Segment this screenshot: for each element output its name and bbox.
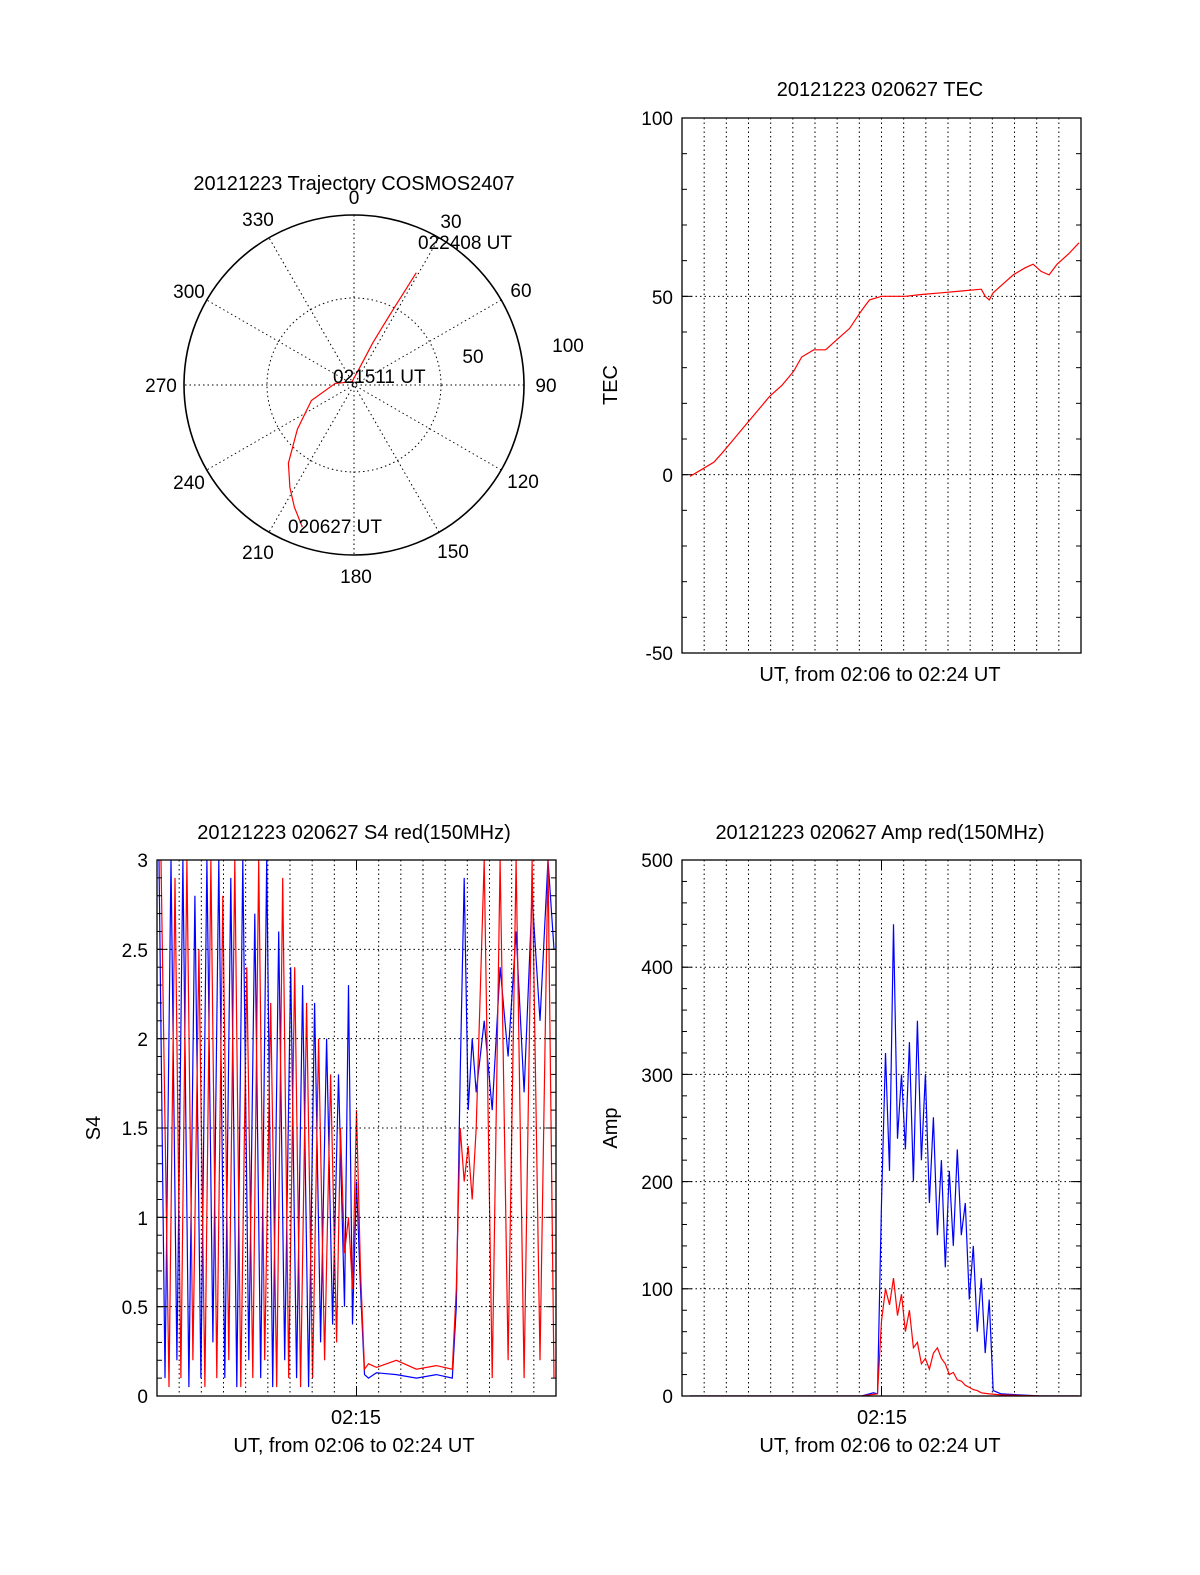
amp-ytick-label: 0 [662,1387,673,1408]
s4-panel: 20121223 020627 S4 red(150MHz) 0 0.5 1 1… [83,822,557,1457]
s4-series-blue [158,860,555,1388]
s4-y-axis-label: S4 [83,1116,105,1140]
polar-angle-label-270: 270 [145,376,177,397]
polar-angle-label-240: 240 [173,473,205,494]
tec-x-axis-label: UT, from 02:06 to 02:24 UT [759,664,1000,686]
s4-series-layer [158,860,555,1388]
amp-plot-frame [681,859,1082,1397]
s4-title: 20121223 020627 S4 red(150MHz) [197,822,511,844]
tec-ytick-label: -50 [646,644,673,665]
s4-ytick-label: 3 [137,851,148,872]
polar-angle-label-60: 60 [510,281,531,302]
polar-angle-label-150: 150 [437,542,469,563]
polar-trajectory-line [287,272,417,528]
tec-plot-frame [681,117,1082,654]
polar-title: 20121223 Trajectory COSMOS2407 [193,173,514,195]
polar-radial-label-50: 50 [462,347,483,368]
tec-y-axis-label: TEC [600,365,622,405]
s4-tick-marks [157,859,556,1397]
amp-grid [682,860,1081,1396]
amp-series-blue [690,924,1079,1396]
amp-ytick-label: 200 [641,1173,673,1194]
amp-ytick-label: 300 [641,1066,673,1087]
amp-ytick-label: 100 [641,1280,673,1301]
amp-xtick-label: 02:15 [857,1407,907,1429]
polar-outer-circle [183,214,525,556]
s4-xtick-label: 02:15 [331,1407,381,1429]
amp-series-red [690,1278,1079,1396]
amp-title: 20121223 020627 Amp red(150MHz) [715,822,1044,844]
polar-angle-label-300: 300 [173,282,205,303]
polar-panel: 20121223 Trajectory COSMOS2407 0 30 60 9… [145,173,584,588]
s4-grid [157,860,556,1396]
polar-angle-label-30: 30 [440,212,461,233]
trajectory-mid-label: 021511 UT [333,367,426,388]
s4-ytick-label: 0.5 [122,1298,148,1319]
amp-x-axis-label: UT, from 02:06 to 02:24 UT [759,1435,1000,1457]
s4-x-axis-label: UT, from 02:06 to 02:24 UT [233,1435,474,1457]
polar-radial-label-100: 100 [552,336,584,357]
s4-ytick-label: 1 [137,1209,148,1230]
tec-ytick-label: 0 [662,466,673,487]
s4-ytick-label: 0 [137,1387,148,1408]
trajectory-start-label: 020627 UT [288,517,382,538]
polar-angle-labels: 0 30 60 90 120 150 180 210 240 270 300 3… [145,188,556,588]
tec-panel: 20121223 020627 TEC -50 0 50 100 TEC UT,… [600,79,1082,686]
polar-angle-label-120: 120 [507,472,539,493]
s4-plot-frame [156,859,557,1397]
s4-ytick-label: 2.5 [122,941,148,962]
polar-angle-label-0: 0 [349,188,360,209]
polar-angle-label-210: 210 [242,543,274,564]
amp-series-layer [690,924,1079,1396]
polar-grid [184,215,524,555]
amp-ytick-label: 400 [641,958,673,979]
tec-series-red [689,242,1080,477]
amp-y-axis-label: Amp [600,1107,622,1148]
polar-angle-label-330: 330 [242,210,274,231]
tec-grid [682,118,1081,653]
tec-ytick-label: 100 [641,109,673,130]
s4-ytick-label: 2 [137,1030,148,1051]
amp-panel: 20121223 020627 Amp red(150MHz) 0 100 20… [600,822,1082,1457]
s4-series-red [160,860,555,1388]
tec-series-layer [689,242,1080,477]
polar-angle-label-90: 90 [535,376,556,397]
polar-angle-label-180: 180 [340,567,372,588]
s4-ytick-label: 1.5 [122,1119,148,1140]
trajectory-end-label: 022408 UT [418,233,512,254]
amp-ytick-label: 500 [641,851,673,872]
tec-title: 20121223 020627 TEC [777,79,983,101]
tec-ytick-label: 50 [652,288,673,309]
